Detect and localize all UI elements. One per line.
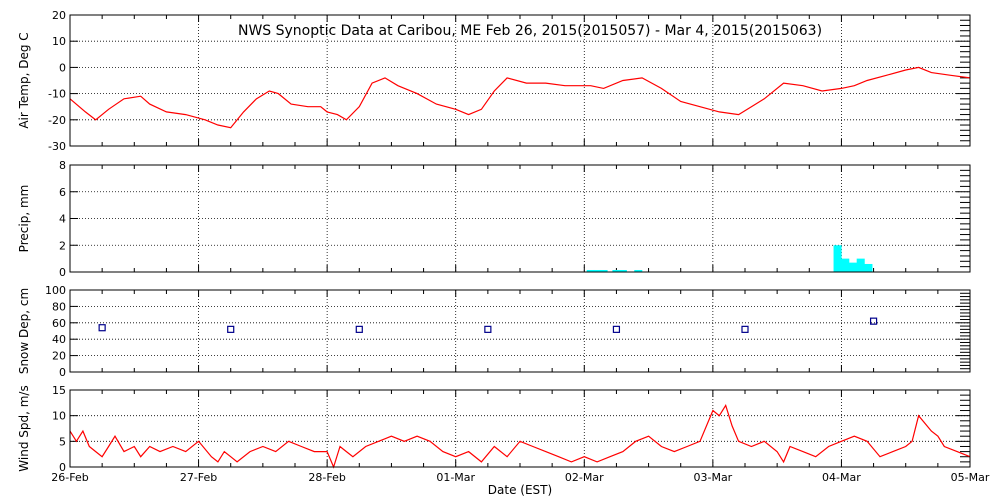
precip-y-tick-label: 0	[59, 266, 66, 279]
precip-bar	[586, 269, 595, 272]
x-tick-label: 01-Mar	[436, 471, 475, 484]
wind-speed-panel: 0 5 10 15 Wind Spd, m/s	[17, 384, 971, 474]
x-tick-label: 05-Mar	[951, 471, 990, 484]
precip-y-axis-label: Precip, mm	[17, 185, 31, 253]
x-tick-label: 28-Feb	[308, 471, 345, 484]
wind-speed-y-tick-label: 15	[52, 384, 66, 397]
snow-depth-panel: 0 20 40 60 80 100 Snow Dep, cm	[17, 284, 971, 379]
precip-bar	[599, 269, 608, 272]
precip-bar	[593, 269, 602, 272]
air-temp-y-axis-label: Air Temp, Deg C	[17, 32, 31, 128]
precip-panel: 0 2 4 6 8 Precip, mm	[17, 159, 971, 279]
precip-bar	[634, 269, 643, 272]
snow-depth-frame	[69, 289, 971, 373]
air-temp-panel: -30 -20 -10 0 10 20 Air Temp, Deg C	[17, 9, 971, 153]
precip-bar	[848, 262, 858, 272]
snow-depth-y-tick-label: 80	[52, 300, 66, 313]
chart-title: NWS Synoptic Data at Caribou, ME Feb 26,…	[238, 23, 822, 39]
wind-speed-y-tick-label: 10	[52, 410, 66, 423]
snow-depth-y-tick-label: 100	[45, 284, 66, 297]
snow-depth-point	[484, 325, 492, 333]
air-temp-series-line	[69, 66, 971, 129]
air-temp-frame	[69, 14, 971, 147]
snow-depth-y-tick-label: 60	[52, 317, 66, 330]
precip-bar	[612, 269, 621, 272]
x-axis-label: Date (EST)	[488, 483, 552, 497]
wind-speed-frame	[69, 389, 971, 468]
x-tick-label: 04-Mar	[822, 471, 861, 484]
air-temp-y-tick-label: -30	[48, 140, 66, 153]
snow-depth-point	[227, 325, 235, 333]
snow-depth-point	[98, 324, 106, 332]
precip-y-tick-label: 4	[59, 213, 66, 226]
wind-speed-y-tick-label: 0	[59, 461, 66, 474]
wind-speed-series-line	[69, 403, 971, 469]
snow-depth-y-tick-label: 0	[59, 366, 66, 379]
wind-speed-y-axis-label: Wind Spd, m/s	[17, 385, 31, 471]
air-temp-y-tick-label: 10	[52, 35, 66, 48]
air-temp-y-tick-label: 0	[59, 61, 66, 74]
snow-depth-y-axis-label: Snow Dep, cm	[17, 288, 31, 374]
precip-bar	[618, 269, 627, 272]
snow-depth-point	[612, 325, 621, 333]
air-temp-y-tick-label: -20	[48, 114, 66, 127]
wind-speed-y-tick-label: 5	[59, 435, 66, 448]
snow-depth-point	[869, 317, 878, 325]
x-tick-label: 27-Feb	[180, 471, 217, 484]
x-tick-label: 02-Mar	[565, 471, 604, 484]
snow-depth-point	[355, 325, 363, 333]
precip-bar	[841, 258, 850, 272]
precip-bar	[856, 258, 865, 272]
snow-depth-y-tick-label: 40	[52, 333, 66, 346]
precip-y-tick-label: 2	[59, 239, 66, 252]
snow-depth-point	[741, 325, 749, 333]
air-temp-y-tick-label: -10	[48, 88, 66, 101]
x-tick-label: 03-Mar	[693, 471, 732, 484]
precip-frame	[69, 164, 971, 273]
air-temp-y-tick-label: 20	[52, 9, 66, 22]
x-tick-label: 26-Feb	[51, 471, 88, 484]
precip-bar	[833, 245, 842, 272]
precip-bar	[864, 263, 873, 272]
precip-y-tick-label: 8	[59, 159, 66, 172]
snow-depth-y-tick-label: 20	[52, 350, 66, 363]
precip-y-tick-label: 6	[59, 186, 66, 199]
